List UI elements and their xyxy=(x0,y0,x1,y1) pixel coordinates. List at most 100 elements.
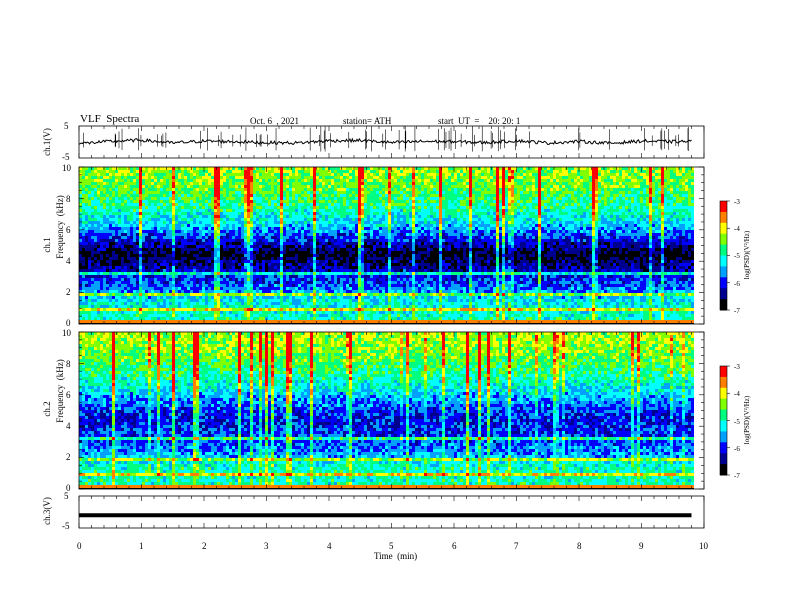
spectrogram-cell xyxy=(328,284,331,287)
spectrogram-cell xyxy=(355,191,358,194)
spectrogram-cell xyxy=(340,260,343,263)
spectrogram-cell xyxy=(226,278,229,281)
spectrogram-cell xyxy=(121,296,124,299)
spectrogram-cell xyxy=(196,299,199,302)
spectrogram-cell xyxy=(226,275,229,278)
spectrogram-cell xyxy=(220,293,223,296)
spectrogram-cell xyxy=(142,305,145,308)
spectrogram-cell xyxy=(157,320,160,323)
spectrogram-cell xyxy=(124,281,127,284)
spectrogram-cell xyxy=(133,260,136,263)
spectrogram-cell xyxy=(307,269,310,272)
spectrogram-cell xyxy=(358,254,361,257)
spectrogram-cell xyxy=(160,275,163,278)
spectrogram-cell xyxy=(358,308,361,311)
spectrogram-cell xyxy=(331,308,334,311)
spectrogram-cell xyxy=(82,185,85,188)
spectrogram-cell xyxy=(256,248,259,251)
spectrogram-cell xyxy=(94,239,97,242)
spectrogram-cell xyxy=(289,236,292,239)
spectrogram-cell xyxy=(91,218,94,221)
spectrogram-cell xyxy=(172,188,175,191)
spectrogram-cell xyxy=(352,170,355,173)
spectrogram-cell xyxy=(190,260,193,263)
spectrogram-cell xyxy=(205,254,208,257)
spectrogram-cell xyxy=(199,254,202,257)
spectrogram-cell xyxy=(157,230,160,233)
spectrogram-cell xyxy=(175,233,178,236)
spectrogram-cell xyxy=(154,200,157,203)
spectrogram-cell xyxy=(262,170,265,173)
spectrogram-cell xyxy=(337,305,340,308)
spectrogram-cell xyxy=(238,200,241,203)
spectrogram-cell xyxy=(307,176,310,179)
spectrogram-cell xyxy=(232,224,235,227)
spectrogram-cell xyxy=(340,272,343,275)
spectrogram-cell xyxy=(199,200,202,203)
spectrogram-cell xyxy=(103,191,106,194)
spectrogram-cell xyxy=(136,197,139,200)
spectrogram-cell xyxy=(151,251,154,254)
spectrogram-cell xyxy=(205,239,208,242)
spectrogram-cell xyxy=(292,311,295,314)
spectrogram-cell xyxy=(202,194,205,197)
spectrogram-cell xyxy=(91,284,94,287)
spectrogram-cell xyxy=(163,320,166,323)
spectrogram-cell xyxy=(241,173,244,176)
spectrogram-cell xyxy=(115,191,118,194)
spectrogram-cell xyxy=(229,236,232,239)
spectrogram-cell xyxy=(193,284,196,287)
spectrogram-cell xyxy=(175,182,178,185)
spectrogram-cell xyxy=(160,233,163,236)
spectrogram-cell xyxy=(259,221,262,224)
spectrogram-cell xyxy=(139,296,142,299)
spectrogram-cell xyxy=(79,209,82,212)
spectrogram-cell xyxy=(337,224,340,227)
spectrogram-cell xyxy=(220,308,223,311)
spectrogram-cell xyxy=(85,263,88,266)
spectrogram-cell xyxy=(250,314,253,317)
spectrogram-cell xyxy=(352,302,355,305)
spectrogram-cell xyxy=(169,188,172,191)
spectrogram-cell xyxy=(103,296,106,299)
spectrogram-cell xyxy=(319,230,322,233)
spectrogram-cell xyxy=(94,251,97,254)
spectrogram-cell xyxy=(139,221,142,224)
spectrogram-cell xyxy=(271,272,274,275)
spectrogram-cell xyxy=(154,257,157,260)
spectrogram-cell xyxy=(265,188,268,191)
spectrogram-cell xyxy=(223,215,226,218)
spectrogram-cell xyxy=(310,284,313,287)
spectrogram-cell xyxy=(127,200,130,203)
spectrogram-cell xyxy=(337,287,340,290)
spectrogram-cell xyxy=(115,284,118,287)
spectrogram-cell xyxy=(337,251,340,254)
spectrogram-cell xyxy=(112,191,115,194)
spectrogram-cell xyxy=(130,257,133,260)
spectrogram-cell xyxy=(130,272,133,275)
spectrogram-cell xyxy=(172,320,175,323)
spectrogram-cell xyxy=(262,215,265,218)
spectrogram-cell xyxy=(283,278,286,281)
spectrogram-cell xyxy=(82,275,85,278)
spectrogram-cell xyxy=(211,194,214,197)
spectrogram-cell xyxy=(199,179,202,182)
spectrogram-cell xyxy=(157,233,160,236)
spectrogram-cell xyxy=(121,314,124,317)
spectrogram-cell xyxy=(229,299,232,302)
spectrogram-cell xyxy=(337,209,340,212)
spectrogram-cell xyxy=(343,203,346,206)
spectrogram-cell xyxy=(217,254,220,257)
spectrogram-cell xyxy=(322,221,325,224)
spectrogram-cell xyxy=(97,269,100,272)
spectrogram-cell xyxy=(190,296,193,299)
spectrogram-cell xyxy=(106,314,109,317)
spectrogram-cell xyxy=(346,218,349,221)
spectrogram-cell xyxy=(121,224,124,227)
spectrogram-cell xyxy=(256,236,259,239)
spectrogram-cell xyxy=(97,251,100,254)
spectrogram-cell xyxy=(316,221,319,224)
spectrogram-cell xyxy=(94,191,97,194)
spectrogram-cell xyxy=(109,278,112,281)
spectrogram-cell xyxy=(298,203,301,206)
